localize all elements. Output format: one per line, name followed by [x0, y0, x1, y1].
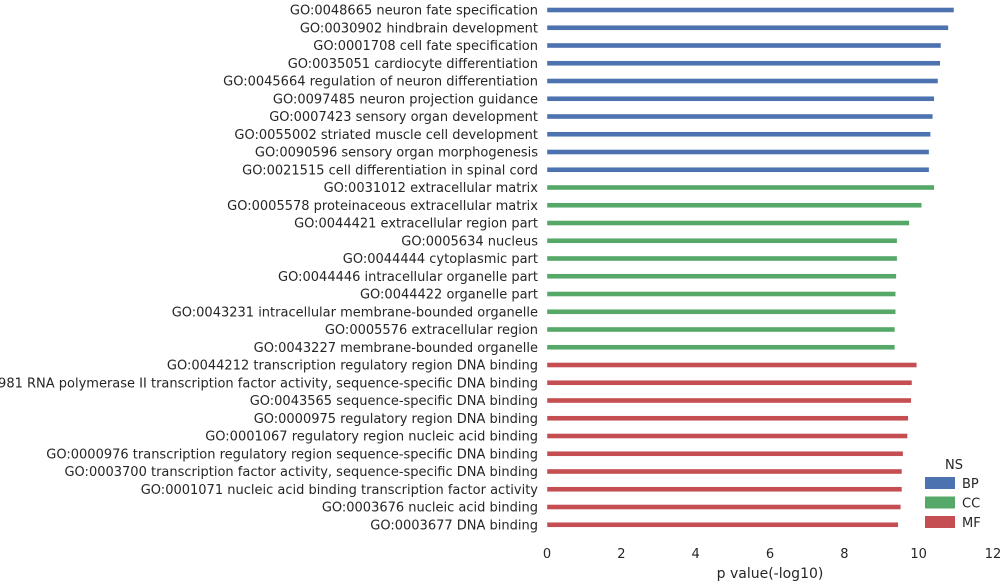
category-label: GO:0003700 transcription factor activity… [64, 465, 538, 480]
category-label: GO:0000981 RNA polymerase II transcripti… [0, 376, 538, 391]
bar-cc-13 [546, 220, 910, 226]
bar-bp-4 [546, 60, 941, 66]
x-axis: 0 2 4 6 8 10 12 [543, 547, 1001, 562]
category-label: GO:0043231 intracellular membrane-bounde… [172, 305, 538, 320]
bar-mf-24 [546, 415, 909, 421]
legend-label-cc: CC [962, 497, 980, 512]
bar-cc-16 [546, 273, 897, 279]
bar-mf-30 [546, 522, 899, 528]
category-label: GO:0005576 extracellular region [325, 323, 538, 338]
legend-title: NS [945, 458, 963, 473]
category-label: GO:0003676 nucleic acid binding [322, 501, 538, 516]
category-label: GO:0090596 sensory organ morphogenesis [255, 146, 538, 161]
legend-swatch-bp [925, 477, 955, 489]
category-label: GO:0044444 cytoplasmic part [343, 252, 538, 267]
category-label: GO:0031012 extracellular matrix [324, 181, 539, 196]
bar-mf-27 [546, 468, 903, 475]
x-tick-label: 10 [910, 547, 927, 562]
bar-cc-14 [546, 238, 898, 244]
bar-mf-23 [546, 397, 912, 404]
category-label: GO:0044421 extracellular region part [294, 217, 538, 232]
x-tick-label: 2 [617, 547, 625, 562]
bar-bp-2 [546, 25, 949, 31]
category-label: GO:0030902 hindbrain development [300, 21, 538, 36]
category-label: GO:0045664 regulation of neuron differen… [223, 75, 538, 90]
bar-cc-15 [546, 255, 898, 262]
x-tick-label: 12 [985, 547, 1002, 562]
category-label: GO:0001708 cell fate specification [313, 39, 538, 54]
bar-mf-26 [546, 451, 904, 457]
legend-swatch-mf [925, 516, 955, 528]
bar-mf-28 [546, 486, 903, 492]
bar-mf-22 [546, 380, 913, 386]
bar-cc-18 [546, 309, 896, 315]
x-tick-label: 8 [840, 547, 848, 562]
bar-bp-6 [546, 96, 935, 102]
x-tick-label: 6 [766, 547, 774, 562]
category-label: GO:0097485 neuron projection guidance [273, 92, 538, 107]
bar-mf-21 [546, 362, 918, 368]
bar-bp-3 [546, 42, 942, 49]
bar-bp-7 [546, 113, 933, 120]
bar-mf-25 [546, 433, 908, 439]
category-label: GO:0048665 neuron fate specification [290, 4, 538, 19]
category-label: GO:0001067 regulatory region nucleic aci… [205, 430, 538, 445]
bar-bp-1 [546, 7, 955, 13]
category-label: GO:0003677 DNA binding [370, 518, 538, 533]
legend-swatch-cc [925, 496, 955, 509]
x-axis-title: p value(-log10) [717, 566, 824, 582]
bar-bp-5 [546, 78, 939, 84]
category-label: GO:0035051 cardiocyte differentiation [288, 57, 538, 72]
x-tick-label: 4 [692, 547, 700, 562]
category-label: GO:0007423 sensory organ development [269, 110, 538, 125]
legend-label-bp: BP [962, 477, 979, 492]
category-label: GO:0043227 membrane-bounded organelle [254, 341, 538, 356]
bar-bp-10 [546, 167, 930, 173]
category-label: GO:0044446 intracellular organelle part [278, 270, 538, 285]
category-label: GO:0005634 nucleus [401, 234, 538, 249]
bar-bp-9 [546, 149, 930, 155]
bar-bp-8 [546, 131, 931, 137]
category-label: GO:0000976 transcription regulatory regi… [46, 447, 538, 462]
bar-mf-29 [546, 504, 902, 510]
category-label: GO:0001071 nucleic acid binding transcri… [141, 483, 539, 498]
bars-group [546, 7, 955, 528]
bar-cc-20 [546, 344, 896, 350]
category-label: GO:0055002 striated muscle cell developm… [234, 128, 538, 143]
category-label: GO:0021515 cell differentiation in spina… [242, 163, 538, 178]
category-labels-group: GO:0048665 neuron fate specification GO:0… [0, 4, 538, 534]
category-label: GO:0043565 sequence-specific DNA binding [250, 394, 538, 409]
bar-cc-19 [546, 326, 896, 333]
bar-cc-17 [546, 291, 896, 297]
bar-cc-11 [546, 184, 935, 191]
category-label: GO:0044422 organelle part [360, 288, 538, 303]
legend-label-mf: MF [962, 516, 981, 531]
bar-cc-12 [546, 202, 922, 208]
category-label: GO:0044212 transcription regulatory regi… [167, 359, 538, 374]
legend: NS BP CC MF [925, 458, 981, 531]
x-tick-label: 0 [543, 547, 551, 562]
category-label: GO:0000975 regulatory region DNA binding [254, 412, 538, 427]
category-label: GO:0005578 proteinaceous extracellular m… [227, 199, 538, 214]
